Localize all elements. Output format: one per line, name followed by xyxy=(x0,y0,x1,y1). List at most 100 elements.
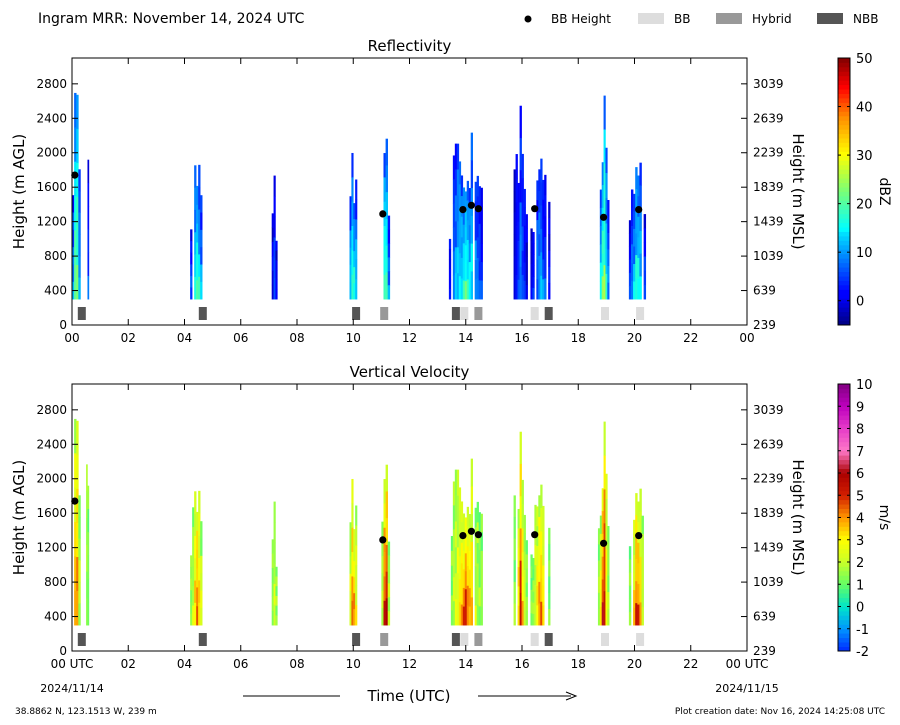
echo-cell xyxy=(353,577,356,594)
echo-cell xyxy=(601,253,604,277)
echo-cell xyxy=(198,187,201,210)
echo-cell xyxy=(536,259,539,280)
echo-cell xyxy=(200,212,203,231)
echo-cell xyxy=(456,169,460,196)
echo-cell xyxy=(530,566,533,579)
legend-label-bb: BB xyxy=(674,12,690,26)
echo-cell xyxy=(599,552,602,571)
echo-cell xyxy=(460,257,464,279)
echo-cell xyxy=(476,563,479,585)
colorbar-tick-label: 0 xyxy=(856,601,864,616)
echo-cell xyxy=(525,228,528,243)
echo-cell xyxy=(513,560,516,583)
echo-cell xyxy=(628,220,632,234)
echo-cell xyxy=(633,193,636,212)
echo-cell xyxy=(628,286,632,300)
echo-cell xyxy=(349,556,352,575)
precip-column xyxy=(597,421,610,626)
echo-cell xyxy=(87,578,90,603)
colorbar-segment xyxy=(838,58,850,63)
echo-cell xyxy=(597,576,601,594)
echo-cell xyxy=(480,588,483,607)
echo-cell xyxy=(548,282,551,300)
precip-column xyxy=(530,158,551,300)
echo-cell xyxy=(468,206,472,226)
echo-cell xyxy=(521,504,524,529)
echo-cell xyxy=(349,196,352,214)
colorbar-segment xyxy=(838,307,850,313)
echo-cell xyxy=(271,582,274,597)
echo-cell xyxy=(639,579,642,603)
echo-cell xyxy=(478,280,481,300)
echo-cell xyxy=(76,454,79,490)
echo-cell xyxy=(597,592,601,610)
colorbar-segment xyxy=(838,513,850,518)
echo-cell xyxy=(521,153,524,179)
bb-height-point xyxy=(379,536,387,544)
echo-cell xyxy=(523,262,526,282)
echo-cell xyxy=(192,566,195,587)
end-date-label: 2024/11/15 xyxy=(715,682,778,695)
echo-cell xyxy=(544,216,547,238)
echo-cell xyxy=(519,592,522,626)
echo-cell xyxy=(536,239,539,260)
y-tick-label: 1600 xyxy=(36,506,67,520)
colorbar-segment xyxy=(838,253,850,259)
echo-cell xyxy=(86,517,88,546)
y-tick-label: 2000 xyxy=(36,146,67,160)
echo-cell xyxy=(275,279,278,290)
echo-cell xyxy=(452,179,456,204)
x-tick-label: 00 xyxy=(739,331,754,345)
colorbar-segment xyxy=(838,191,850,197)
echo-cell xyxy=(633,228,636,247)
echo-cell xyxy=(353,283,356,300)
echo-cell xyxy=(460,542,464,564)
echo-cell xyxy=(448,259,452,270)
x-axis-label: Time (UTC) xyxy=(367,687,451,705)
classification-bar-hybrid xyxy=(474,307,483,320)
echo-cell xyxy=(271,241,274,257)
bb-height-point xyxy=(635,532,643,540)
echo-cell xyxy=(381,607,384,626)
echo-cell xyxy=(542,565,545,586)
echo-cell xyxy=(353,561,356,578)
echo-cell xyxy=(532,580,535,592)
echo-cell xyxy=(474,279,477,300)
echo-cell xyxy=(605,549,608,575)
echo-cell xyxy=(519,496,522,529)
echo-cell xyxy=(355,259,358,280)
echo-cell xyxy=(349,539,352,557)
echo-cell xyxy=(513,234,516,257)
echo-cell xyxy=(192,526,195,547)
precip-column xyxy=(271,175,278,300)
echo-cell xyxy=(476,175,479,197)
echo-cell xyxy=(353,235,356,252)
colorbar-tick-label: -2 xyxy=(856,645,869,660)
echo-cell xyxy=(385,491,388,519)
echo-cell xyxy=(464,607,468,626)
echo-cell xyxy=(385,165,388,193)
y-right-tick-label: 1439 xyxy=(753,215,784,229)
echo-cell xyxy=(460,501,464,523)
x-tick-label: 16 xyxy=(514,331,529,345)
echo-cell xyxy=(87,229,90,253)
echo-cell xyxy=(534,565,537,586)
colorbar-segment xyxy=(838,521,850,527)
echo-cell xyxy=(198,535,201,559)
colorbar-segment xyxy=(838,320,850,326)
echo-cell xyxy=(458,161,462,185)
echo-cell xyxy=(637,257,640,279)
echo-cell xyxy=(517,241,520,261)
echo-cell xyxy=(462,224,466,244)
echo-cell xyxy=(637,216,640,238)
bb-height-point xyxy=(600,539,608,547)
echo-cell xyxy=(452,275,456,300)
echo-cell xyxy=(523,280,526,300)
echo-cell xyxy=(637,175,640,197)
echo-cell xyxy=(76,488,79,524)
colorbar-tick-label: 9 xyxy=(856,400,864,415)
echo-cell xyxy=(200,281,203,300)
echo-cell xyxy=(72,195,75,213)
y-tick-label: 1200 xyxy=(36,541,67,555)
echo-cell xyxy=(548,576,551,594)
